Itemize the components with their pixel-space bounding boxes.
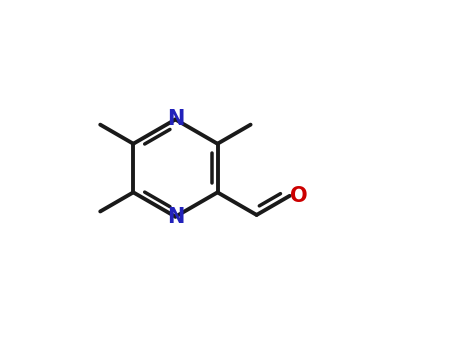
Text: O: O bbox=[289, 186, 307, 206]
Text: N: N bbox=[167, 110, 184, 130]
Text: N: N bbox=[167, 206, 184, 227]
